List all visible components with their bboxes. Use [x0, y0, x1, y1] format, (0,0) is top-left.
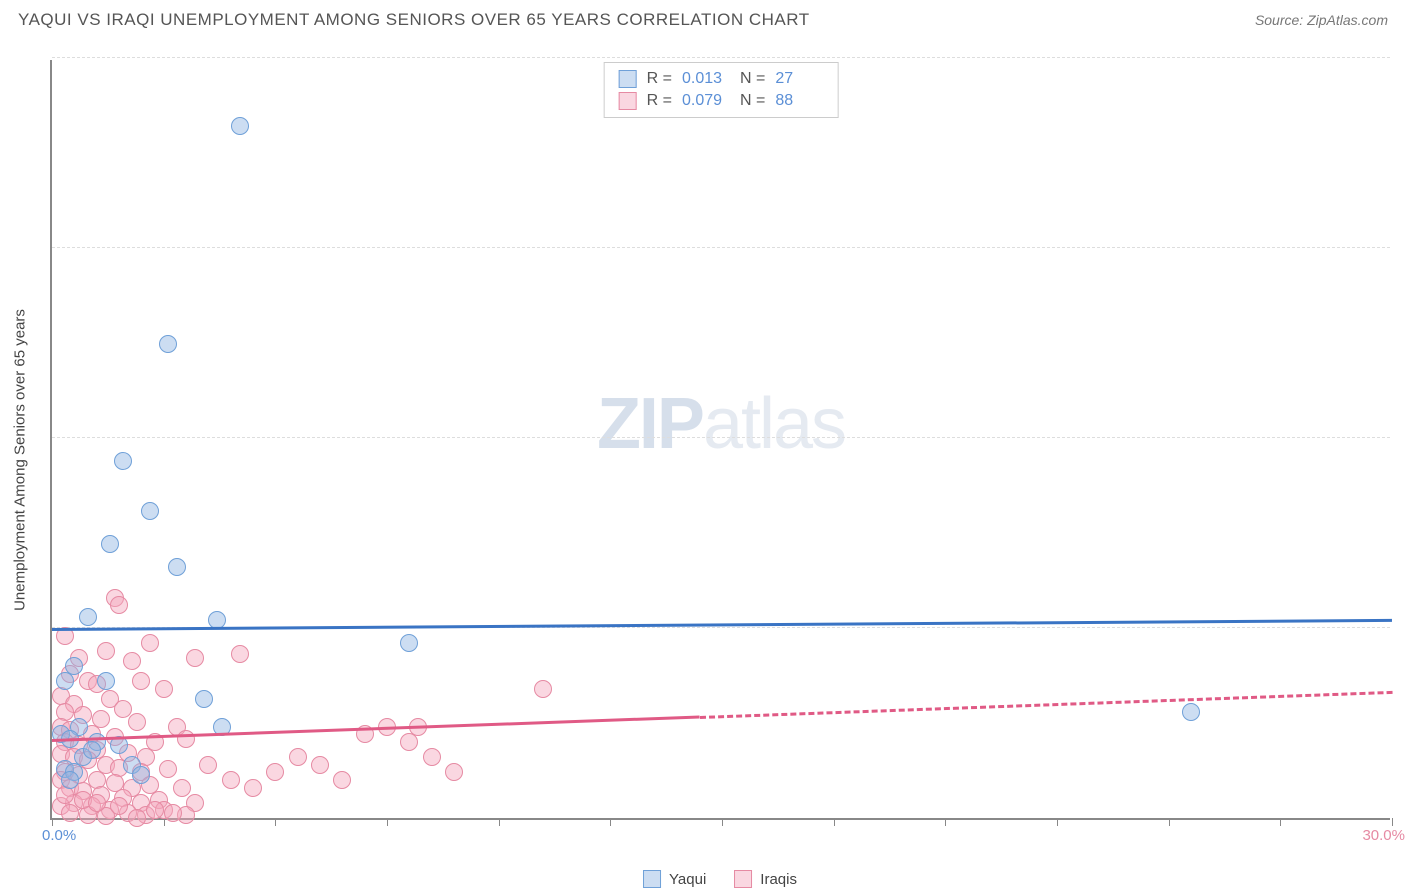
- series-swatch: [619, 70, 637, 88]
- iraqis-point: [289, 748, 307, 766]
- yaqui-point: [114, 452, 132, 470]
- iraqis-point: [199, 756, 217, 774]
- stats-row: R = 0.013 N = 27: [619, 68, 824, 90]
- yaqui-point: [400, 634, 418, 652]
- yaqui-point: [56, 672, 74, 690]
- r-label: R =: [647, 70, 672, 88]
- yaqui-point: [159, 335, 177, 353]
- yaqui-point: [195, 690, 213, 708]
- yaqui-point: [101, 535, 119, 553]
- iraqis-point: [132, 672, 150, 690]
- legend-label: Yaqui: [669, 871, 706, 888]
- yaqui-point: [61, 771, 79, 789]
- x-tick: [275, 818, 276, 826]
- yaqui-point: [231, 117, 249, 135]
- x-tick: [722, 818, 723, 826]
- chart-container: Unemployment Among Seniors over 65 years…: [50, 60, 1390, 860]
- series-swatch: [619, 92, 637, 110]
- y-axis-label: Unemployment Among Seniors over 65 years: [12, 309, 29, 611]
- x-tick: [52, 818, 53, 826]
- chart-header: YAQUI VS IRAQI UNEMPLOYMENT AMONG SENIOR…: [0, 0, 1406, 38]
- x-tick: [610, 818, 611, 826]
- n-value: 27: [775, 70, 823, 88]
- gridline: [52, 437, 1390, 438]
- iraqis-point: [177, 730, 195, 748]
- iraqis-point: [231, 645, 249, 663]
- yaqui-point: [132, 766, 150, 784]
- iraqis-point: [266, 763, 284, 781]
- iraqis-point: [159, 760, 177, 778]
- iraqis-point: [186, 649, 204, 667]
- yaqui-point: [1182, 703, 1200, 721]
- x-tick: [834, 818, 835, 826]
- chart-source: Source: ZipAtlas.com: [1255, 12, 1388, 28]
- iraqis-point: [123, 652, 141, 670]
- yaqui-point: [97, 672, 115, 690]
- n-label: N =: [740, 92, 765, 110]
- x-tick: [499, 818, 500, 826]
- n-label: N =: [740, 70, 765, 88]
- iraqis-point: [244, 779, 262, 797]
- r-value: 0.013: [682, 70, 730, 88]
- iraqis-point: [333, 771, 351, 789]
- watermark: ZIPatlas: [597, 383, 845, 465]
- iraqis-point: [88, 794, 106, 812]
- iraqis-point: [97, 642, 115, 660]
- gridline: [52, 247, 1390, 248]
- iraqis-point: [110, 797, 128, 815]
- iraqis-point: [128, 809, 146, 827]
- legend-item: Iraqis: [734, 870, 797, 888]
- iraqis-point: [423, 748, 441, 766]
- iraqis-point: [61, 804, 79, 822]
- iraqis-point: [445, 763, 463, 781]
- legend-swatch: [643, 870, 661, 888]
- x-tick: [1280, 818, 1281, 826]
- legend-item: Yaqui: [643, 870, 706, 888]
- legend-swatch: [734, 870, 752, 888]
- iraqis-point: [128, 713, 146, 731]
- legend-label: Iraqis: [760, 871, 797, 888]
- iraqis-point: [311, 756, 329, 774]
- iraqis-trendline: [700, 690, 1392, 718]
- plot-area: ZIPatlas R =0.013N =27R =0.079N =88 12.5…: [50, 60, 1390, 820]
- iraqis-point: [222, 771, 240, 789]
- iraqis-point: [400, 733, 418, 751]
- iraqis-trendline: [52, 715, 700, 742]
- chart-title: YAQUI VS IRAQI UNEMPLOYMENT AMONG SENIOR…: [18, 10, 810, 30]
- x-tick: [1169, 818, 1170, 826]
- yaqui-point: [79, 608, 97, 626]
- correlation-stats-box: R = 0.013 N = 27 R = 0.079 N = 88: [604, 62, 839, 118]
- x-tick: [387, 818, 388, 826]
- gridline: [52, 57, 1390, 58]
- iraqis-point: [164, 804, 182, 822]
- stats-row: R = 0.079 N = 88: [619, 90, 824, 112]
- series-legend: Yaqui Iraqis: [643, 870, 797, 888]
- iraqis-point: [155, 680, 173, 698]
- x-label-min: 0.0%: [42, 827, 76, 844]
- iraqis-point: [141, 634, 159, 652]
- iraqis-point: [110, 596, 128, 614]
- iraqis-point: [173, 779, 191, 797]
- iraqis-point: [146, 801, 164, 819]
- x-tick: [1392, 818, 1393, 826]
- iraqis-point: [534, 680, 552, 698]
- yaqui-point: [168, 558, 186, 576]
- n-value: 88: [775, 92, 823, 110]
- x-tick: [945, 818, 946, 826]
- iraqis-point: [56, 786, 74, 804]
- yaqui-point: [141, 502, 159, 520]
- r-label: R =: [647, 92, 672, 110]
- yaqui-trendline: [52, 619, 1392, 631]
- x-label-max: 30.0%: [1362, 827, 1405, 844]
- r-value: 0.079: [682, 92, 730, 110]
- x-tick: [1057, 818, 1058, 826]
- yaqui-point: [83, 741, 101, 759]
